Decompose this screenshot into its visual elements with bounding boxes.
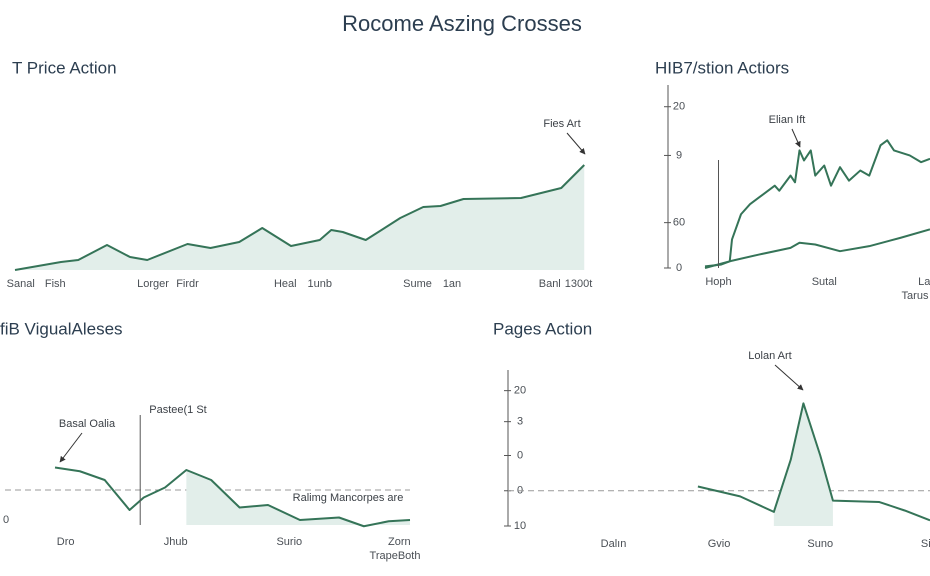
x-tick-label: Lorger xyxy=(137,278,169,290)
y-tick-label: 0 xyxy=(3,514,9,526)
shaded-area xyxy=(186,470,410,527)
y-tick-label: 60 xyxy=(673,217,685,229)
annotation: Pastee(1 St xyxy=(149,404,206,416)
annotation: Lolan Art xyxy=(748,350,791,362)
series-line xyxy=(704,228,930,269)
annotation-arrow xyxy=(59,432,83,463)
x-tick-label: Sanal xyxy=(7,278,35,290)
y-tick-label: 10 xyxy=(514,520,526,532)
x-tick-label: Hoph xyxy=(705,276,731,288)
x-axis-label: Tarus xyxy=(902,290,929,302)
annotation: Basal Oalia xyxy=(59,418,116,430)
x-tick-label: Si xyxy=(921,538,930,550)
annotation: Elian Ift xyxy=(769,114,806,126)
y-tick-label: 3 xyxy=(517,416,523,428)
annotation: Ralimg Mancorpes are xyxy=(293,492,404,504)
x-tick-label: Dalın xyxy=(601,538,627,550)
chart-title: T Price Action xyxy=(12,58,117,77)
x-tick-label: 1unb xyxy=(308,278,332,290)
y-tick-label: 20 xyxy=(514,385,526,397)
x-tick-label: Sutal xyxy=(812,276,837,288)
series-line xyxy=(704,139,930,268)
x-tick-label: Jhub xyxy=(164,536,188,548)
annotation: Fies Art xyxy=(543,118,580,130)
shaded-area xyxy=(15,165,585,270)
x-tick-label: Firdr xyxy=(176,278,199,290)
y-tick-label: 9 xyxy=(676,149,682,161)
x-tick-label: 1an xyxy=(443,278,461,290)
x-tick-label: Dro xyxy=(57,536,75,548)
x-tick-label: 1300t xyxy=(565,278,593,290)
series-line xyxy=(14,164,585,271)
y-tick-label: 0 xyxy=(517,449,523,461)
chart-title: Pages Action xyxy=(493,319,592,338)
x-tick-label: Banl xyxy=(539,278,561,290)
x-tick-label: Sume xyxy=(403,278,432,290)
series-line xyxy=(697,402,930,522)
x-tick-label: Zorn xyxy=(388,536,411,548)
dashboard-title: Rocome Aszing Crosses xyxy=(342,11,582,36)
y-tick-label: 0 xyxy=(676,262,682,274)
annotation-arrow xyxy=(774,364,804,391)
annotation-arrow xyxy=(566,132,586,155)
x-tick-label: Suno xyxy=(807,538,833,550)
series-line xyxy=(54,466,411,528)
annotation-arrow xyxy=(791,128,801,148)
x-tick-label: Surio xyxy=(276,536,302,548)
x-axis-label: TrapeBoth xyxy=(370,550,421,562)
x-tick-label: Lal xyxy=(918,276,930,288)
chart-title: HIB7/stion Actiors xyxy=(655,58,789,77)
x-tick-label: Heal xyxy=(274,278,297,290)
shaded-area xyxy=(773,403,833,526)
y-tick-label: 20 xyxy=(673,101,685,113)
chart-title: fiB VigualAleses xyxy=(0,319,123,338)
x-tick-label: Fish xyxy=(45,278,66,290)
x-tick-label: Gvio xyxy=(708,538,731,550)
